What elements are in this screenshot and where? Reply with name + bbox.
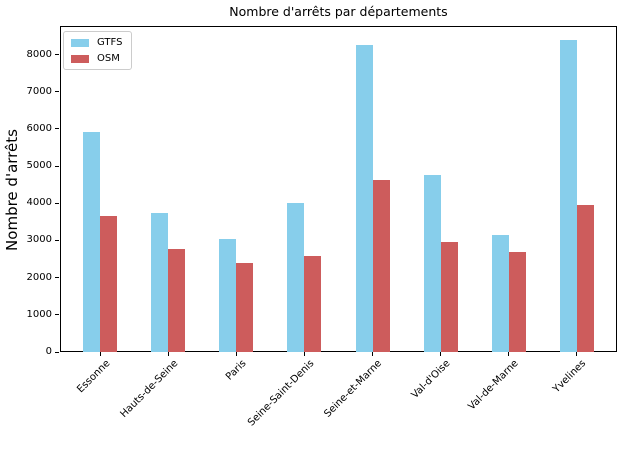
y-tick-label: 5000: [26, 160, 52, 172]
bar-osm-6: [508, 252, 526, 352]
y-tick-mark: [55, 239, 59, 241]
y-tick-label: 1000: [26, 308, 52, 320]
y-tick-label: 7000: [26, 85, 52, 97]
plot-area: [60, 26, 617, 352]
legend: GTFS OSM: [63, 31, 133, 70]
y-tick-mark: [55, 351, 59, 353]
bar-osm-4: [372, 180, 390, 352]
x-tick-mark: [99, 352, 101, 356]
legend-label-osm: OSM: [97, 53, 120, 64]
y-tick-mark: [55, 165, 59, 167]
osm-swatch-icon: [71, 54, 89, 63]
x-tick-mark: [508, 352, 510, 356]
bar-osm-7: [576, 204, 594, 352]
gtfs-swatch-icon: [71, 38, 89, 47]
bar-gtfs-3: [287, 203, 305, 352]
chart-title: Nombre d'arrêts par départements: [229, 4, 448, 19]
bar-gtfs-2: [219, 238, 237, 352]
x-tick-label: Seine-et-Marne: [322, 358, 385, 420]
x-tick-label: Paris: [223, 358, 249, 383]
y-tick-mark: [55, 202, 59, 204]
y-tick-mark: [55, 91, 59, 93]
y-tick-label: 2000: [26, 271, 52, 283]
bar-gtfs-7: [559, 40, 577, 352]
bar-gtfs-5: [423, 175, 441, 352]
legend-item-osm: OSM: [71, 53, 122, 64]
x-tick-label: Yvelines: [551, 358, 589, 396]
y-tick-mark: [55, 277, 59, 279]
legend-label-gtfs: GTFS: [97, 37, 123, 48]
y-tick-label: 4000: [26, 197, 52, 209]
bar-osm-3: [304, 256, 322, 352]
y-tick-label: 3000: [26, 234, 52, 246]
bar-gtfs-6: [491, 235, 509, 352]
bar-osm-2: [236, 262, 254, 352]
y-tick-label: 0: [45, 346, 52, 357]
x-tick-mark: [576, 352, 578, 356]
x-tick-label: Essonne: [74, 358, 113, 396]
y-tick-mark: [55, 54, 59, 56]
x-tick-label: Seine-Saint-Denis: [245, 358, 317, 429]
legend-item-gtfs: GTFS: [71, 37, 122, 48]
x-tick-mark: [235, 352, 237, 356]
y-tick-mark: [55, 314, 59, 316]
x-tick-mark: [303, 352, 305, 356]
bar-osm-0: [100, 215, 118, 352]
bar-gtfs-0: [83, 131, 101, 352]
x-tick-label: Val-d'Oise: [409, 358, 453, 401]
y-tick-label: 8000: [26, 48, 52, 60]
bar-gtfs-4: [355, 44, 373, 352]
bar-osm-1: [168, 248, 186, 352]
y-tick-mark: [55, 128, 59, 130]
x-tick-mark: [372, 352, 374, 356]
x-tick-label: Hauts-de-Seine: [118, 358, 181, 420]
y-tick-label: 6000: [26, 122, 52, 134]
bar-gtfs-1: [151, 212, 169, 352]
x-tick-mark: [167, 352, 169, 356]
bar-osm-5: [440, 241, 458, 352]
x-tick-mark: [440, 352, 442, 356]
x-tick-label: Val-de-Marne: [466, 358, 521, 413]
